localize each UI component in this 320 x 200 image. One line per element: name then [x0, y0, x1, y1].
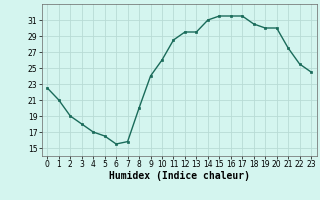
X-axis label: Humidex (Indice chaleur): Humidex (Indice chaleur) — [109, 171, 250, 181]
